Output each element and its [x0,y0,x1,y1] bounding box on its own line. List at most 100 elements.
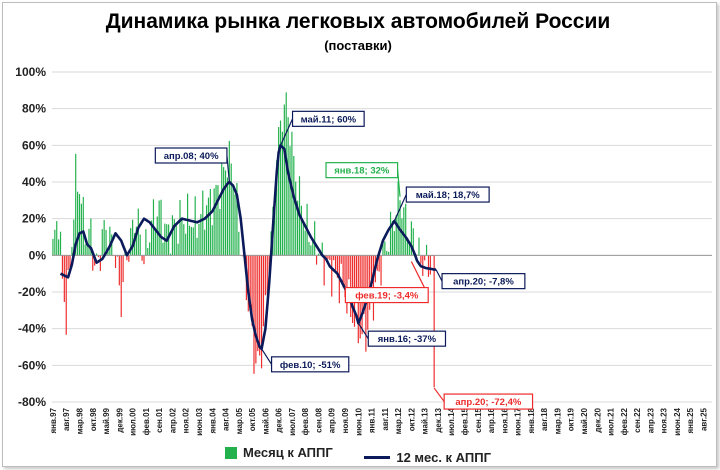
monthly-bar [393,231,395,256]
monthly-bar [310,245,312,256]
x-tick-label: апр.23 [646,407,655,433]
y-tick-label: 20% [22,212,46,226]
monthly-bar [386,250,388,256]
monthly-bar [114,255,117,268]
annotation-label: май.11; 60% [301,114,357,125]
monthly-bar [388,251,390,256]
monthly-bar [59,231,62,256]
annotation-label: апр.08; 40% [164,151,219,162]
monthly-bar [266,255,268,295]
monthly-bar [378,255,380,272]
monthly-bar [232,184,234,256]
monthly-bar [255,255,257,364]
monthly-bar [173,219,175,256]
monthly-bar [175,224,177,256]
y-tick-label: 40% [22,175,46,189]
monthly-bar [327,255,329,259]
x-tick-label: авг.25 [699,407,708,431]
monthly-bar [128,255,130,262]
monthly-bar [281,131,284,256]
monthly-bar [348,255,350,280]
monthly-bar [340,255,342,264]
monthly-bar [384,241,386,256]
x-tick-label: мар.05 [235,407,244,434]
x-tick-label: апр.02 [168,407,177,433]
y-tick-label: -40% [18,322,46,336]
monthly-bar [75,153,77,256]
monthly-bar [221,163,223,256]
monthly-bar [321,242,323,256]
legend-swatch-line [364,455,391,459]
x-tick-label: июл.21 [607,407,616,435]
chart-subtitle: (поставки) [324,38,392,53]
monthly-bar [58,239,60,256]
monthly-bar [71,246,73,256]
monthly-bar [389,211,392,256]
monthly-bar [154,231,156,256]
monthly-bar [312,240,314,256]
monthly-bar [209,189,211,256]
monthly-bar [78,194,81,256]
legend-label-rolling: 12 мес. к АППГ [396,449,491,465]
monthly-bar [278,127,280,256]
monthly-bar [226,177,229,256]
monthly-bar [228,140,230,256]
x-tick-label: янв.18 [527,407,536,433]
monthly-bar [424,255,426,261]
monthly-bar [73,219,75,256]
monthly-bar [433,255,435,388]
annotation-box [441,273,526,290]
monthly-bar [219,208,221,256]
x-tick-label: май.99 [102,407,111,434]
monthly-bar [287,117,289,256]
monthly-bar [187,193,189,256]
x-tick-label: июн.24 [673,407,682,435]
x-tick-label: май.20 [580,407,589,434]
monthly-bar [211,225,213,256]
annotation-label: янв.16; -37% [378,334,437,345]
monthly-bar [63,255,65,302]
monthly-bar [369,255,371,310]
x-tick-label: фев.22 [620,407,629,435]
x-tick-label: фев.08 [301,407,310,435]
x-tick-label: дек.20 [593,407,602,432]
y-tick-label: -60% [18,358,46,372]
x-tick-label: ноя.23 [660,407,669,433]
monthly-bar [289,146,291,256]
monthly-bar [370,255,373,296]
monthly-bar [308,241,310,256]
monthly-bar [260,255,263,369]
x-tick-label: фев.15 [461,407,470,435]
annotation-box [443,393,534,410]
x-tick-label: июн.03 [195,407,204,435]
annotation-label: апр.20; -72,4% [455,397,521,408]
x-tick-label: янв.25 [686,407,695,433]
monthly-bar [315,255,318,265]
monthly-bar [293,156,295,256]
monthly-bar [126,255,128,261]
monthly-bar [162,242,164,256]
monthly-bar [92,255,94,271]
annotation-box [291,110,365,127]
monthly-bar [391,220,394,256]
monthly-bar [145,229,147,256]
monthly-bar [230,163,232,256]
legend-item-rolling: 12 мес. к АППГ [364,450,491,465]
monthly-bar [403,207,405,256]
monthly-bar [336,255,339,278]
monthly-bar [401,218,403,256]
monthly-bar [188,225,191,256]
monthly-bar [304,230,306,256]
monthly-bar [276,160,278,256]
monthly-bar [236,182,238,256]
annotation-label: май.18; 18,7% [416,190,481,201]
monthly-bar [350,255,352,317]
monthly-bar [213,188,215,256]
monthly-bar [205,205,208,256]
x-tick-label: май.13 [421,407,430,434]
monthly-bar [80,203,82,256]
monthly-bar [168,224,170,256]
monthly-bar [333,255,335,261]
